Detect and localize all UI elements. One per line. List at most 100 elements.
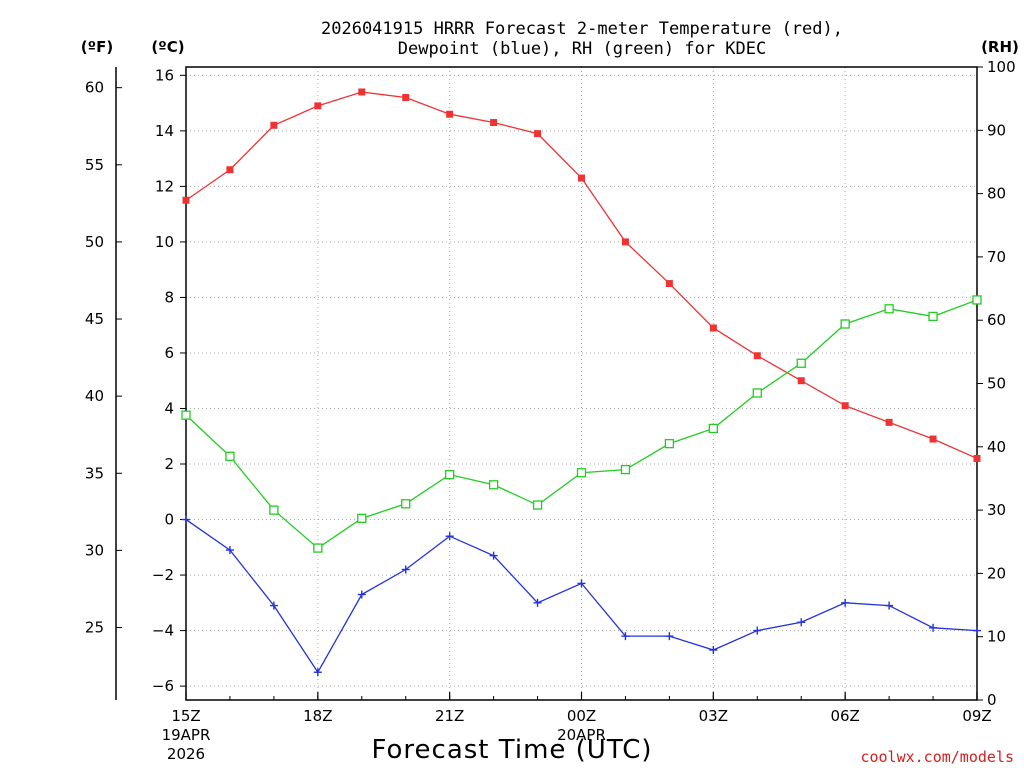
- rh-point: [708, 423, 718, 434]
- x-tick-label: 21Z: [435, 707, 464, 725]
- fahrenheit-tick-label: 25: [85, 619, 104, 637]
- x-tick-date: 19APR: [162, 726, 211, 744]
- rh-point: [664, 438, 675, 449]
- rh-point: [313, 543, 323, 553]
- rh-point: [532, 500, 543, 510]
- 2-meter-temperature-point: [534, 130, 542, 138]
- dewpoint-point: [753, 626, 762, 635]
- dewpoint-point: [269, 601, 278, 610]
- rh-point: [752, 388, 762, 398]
- x-axis-label: Forecast Time (UTC): [371, 735, 652, 765]
- celsius-tick-label: −6: [152, 677, 174, 695]
- rh-tick-label: 70: [987, 248, 1006, 266]
- dewpoint-point: [313, 668, 322, 677]
- dewpoint-point: [665, 632, 674, 641]
- 2-meter-temperature-point: [182, 196, 190, 204]
- celsius-tick-label: 12: [155, 177, 174, 195]
- rh-tick-label: 0: [987, 691, 997, 709]
- rh-series: [181, 295, 982, 553]
- 2-meter-temperature-series: [182, 88, 981, 462]
- rh-point: [928, 311, 938, 322]
- celsius-tick-label: 4: [164, 399, 174, 417]
- title-line-1: 2026041915 HRRR Forecast 2-meter Tempera…: [321, 19, 843, 39]
- rh-point: [840, 319, 850, 329]
- fahrenheit-tick-label: 30: [85, 541, 104, 559]
- dewpoint-point: [182, 515, 190, 524]
- celsius-tick-label: 2: [164, 455, 174, 473]
- dewpoint-series: [182, 515, 981, 677]
- dewpoint-point: [797, 618, 806, 627]
- dewpoint-point: [577, 579, 586, 588]
- fahrenheit-tick-label: 45: [85, 310, 104, 328]
- title-line-2: Dewpoint (blue), RH (green) for KDEC: [398, 39, 766, 59]
- axes: −6 −4 −2 0 2 4 6 8 10 12 14 16 25 30 35 40 45 50 55 60 0 10 20…: [85, 58, 1016, 763]
- 2-meter-temperature-point: [578, 174, 585, 182]
- rh-tick-label: 90: [987, 121, 1006, 139]
- rh-point: [181, 410, 191, 420]
- fahrenheit-tick-label: 50: [85, 233, 104, 251]
- rh-point: [488, 480, 499, 490]
- x-tick-date: 20APR: [557, 726, 606, 744]
- celsius-tick-label: 6: [164, 344, 174, 362]
- 2-meter-temperature-point: [885, 418, 893, 426]
- rh-tick-label: 30: [987, 501, 1006, 519]
- rh-point: [269, 505, 279, 515]
- x-tick-label: 15Z: [171, 707, 200, 725]
- dewpoint-point: [445, 532, 454, 541]
- 2-meter-temperature-point: [314, 102, 322, 110]
- rh-point: [357, 513, 367, 523]
- dewpoint-point: [533, 598, 542, 607]
- rh-point: [796, 358, 806, 368]
- celsius-tick-label: −2: [152, 566, 174, 584]
- rh-unit-label: (RH): [981, 38, 1019, 56]
- rh-tick-label: 50: [987, 375, 1006, 393]
- celsius-tick-label: 10: [155, 233, 174, 251]
- 2-meter-temperature-point: [841, 402, 849, 410]
- rh-point: [972, 295, 982, 305]
- rh-line: [185, 299, 978, 549]
- x-tick-label: 18Z: [303, 707, 332, 725]
- 2-meter-temperature-point: [226, 166, 234, 174]
- fahrenheit-tick-label: 60: [85, 79, 104, 97]
- fahrenheit-tick-label: 35: [85, 464, 104, 482]
- celsius-tick-label: 8: [164, 288, 174, 306]
- x-tick-label: 06Z: [830, 707, 859, 725]
- 2-meter-temperature-point: [490, 119, 498, 127]
- rh-tick-label: 60: [987, 311, 1006, 329]
- rh-tick-label: 40: [987, 438, 1006, 456]
- dewpoint-point: [401, 565, 410, 574]
- rh-point: [620, 464, 631, 475]
- celsius-tick-label: −4: [152, 622, 174, 640]
- chart-title: 2026041915 HRRR Forecast 2-meter Tempera…: [321, 19, 843, 59]
- rh-tick-label: 100: [987, 58, 1016, 76]
- x-tick-year: 2026: [167, 745, 205, 763]
- 2-meter-temperature-point: [358, 88, 366, 96]
- fahrenheit-unit-label: (ºF): [81, 38, 113, 56]
- rh-point: [401, 499, 411, 509]
- fahrenheit-tick-label: 40: [85, 387, 104, 405]
- dewpoint-point: [621, 632, 630, 641]
- 2-meter-temperature-point: [797, 377, 805, 385]
- celsius-tick-label: 14: [155, 122, 174, 140]
- dewpoint-point: [489, 551, 498, 560]
- 2-meter-temperature-point: [753, 352, 761, 360]
- dewpoint-point: [225, 546, 234, 555]
- data-series: [181, 88, 982, 677]
- rh-point: [445, 470, 455, 480]
- 2-meter-temperature-point: [621, 238, 629, 246]
- 2-meter-temperature-point: [973, 454, 981, 462]
- dewpoint-point: [357, 590, 366, 599]
- 2-meter-temperature-point: [665, 280, 673, 288]
- 2-meter-temperature-point: [709, 324, 717, 332]
- dewpoint-point: [709, 646, 718, 655]
- rh-point: [884, 304, 894, 314]
- 2-meter-temperature-point: [929, 435, 937, 443]
- x-tick-label: 00Z: [567, 707, 596, 725]
- rh-tick-label: 80: [987, 185, 1006, 203]
- celsius-tick-label: 16: [155, 66, 174, 84]
- celsius-tick-label: 0: [164, 511, 174, 529]
- gridlines: [185, 67, 978, 700]
- credit-label: coolwx.com/models: [860, 748, 1014, 766]
- dewpoint-point: [885, 601, 894, 610]
